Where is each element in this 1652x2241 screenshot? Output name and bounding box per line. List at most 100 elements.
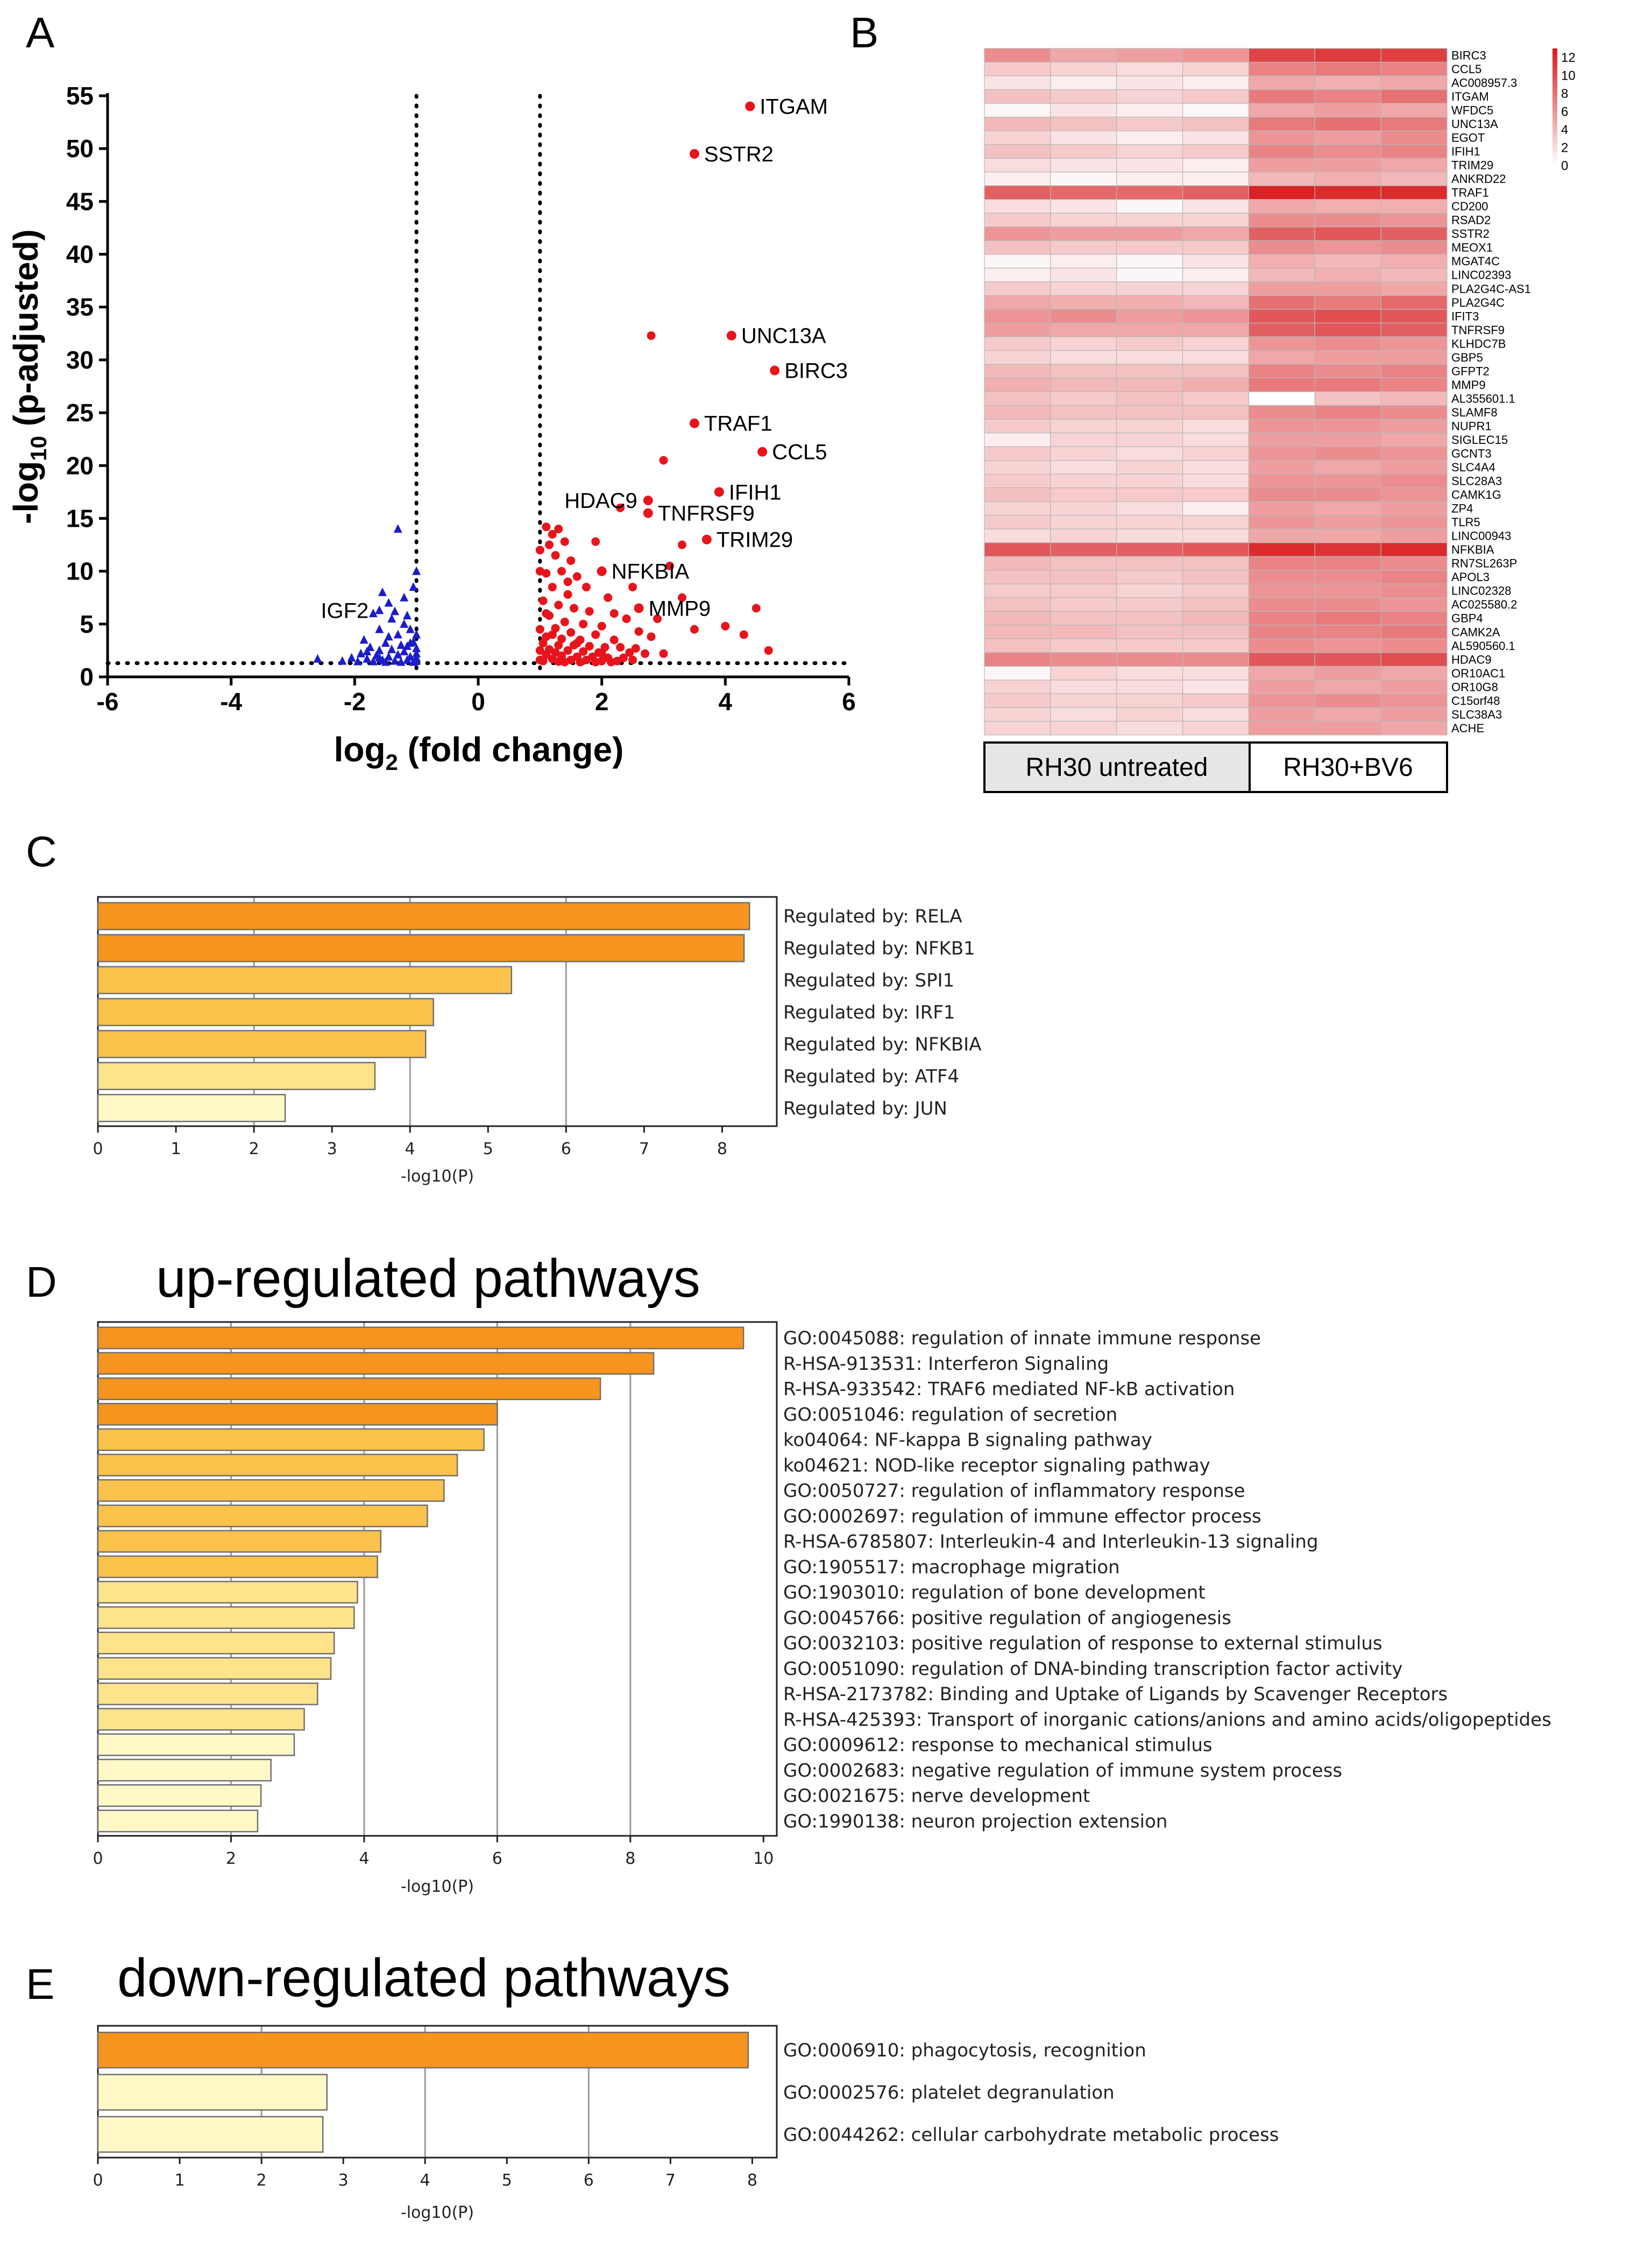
gene-label: ITGAM — [760, 95, 828, 119]
labeled-gene-point — [770, 365, 780, 376]
heatmap-cell — [984, 103, 1051, 118]
up-regulated-point — [604, 593, 613, 602]
heatmap-gene-label: CD200 — [1451, 200, 1488, 213]
heatmap-cell — [1182, 693, 1250, 708]
heatmap-cell — [1314, 117, 1381, 131]
bar-x-tick-label: 1 — [171, 1140, 181, 1158]
panel-label-e: E — [26, 1960, 54, 2008]
up-regulated-point — [690, 625, 699, 634]
up-regulated-point — [535, 567, 544, 576]
heatmap-cell — [1314, 432, 1381, 447]
up-regulated-point — [591, 630, 600, 639]
up-regulated-point — [609, 635, 619, 645]
heatmap-cell — [1182, 75, 1250, 90]
heatmap-cell — [1380, 720, 1448, 736]
heatmap-cell — [984, 172, 1051, 186]
heatmap-cell — [1314, 281, 1381, 296]
heatmap-cell — [1380, 707, 1448, 722]
bar — [97, 1657, 332, 1680]
heatmap-cell — [984, 680, 1051, 695]
bar — [97, 2074, 328, 2111]
up-regulated-point — [535, 646, 544, 655]
labeled-gene-point — [643, 508, 653, 518]
heatmap-cell — [1314, 130, 1381, 145]
heatmap-cell — [1050, 103, 1117, 118]
labeled-gene-point — [701, 534, 712, 545]
bar — [97, 934, 745, 963]
bar-x-axis-title: -log10(P) — [401, 1167, 474, 1186]
labeled-gene-point — [745, 101, 755, 111]
volcano-x-tick-label: 4 — [719, 688, 733, 716]
heatmap-cell — [1116, 542, 1183, 557]
down-regulated-point — [393, 524, 402, 533]
heatmap-gene-label: AL355601.1 — [1451, 392, 1515, 405]
heatmap-cell — [1248, 254, 1315, 268]
heatmap: BIRC3CCL5AC008957.3ITGAMWFDC5UNC13AEGOTI… — [983, 48, 1576, 793]
heatmap-cell — [1050, 199, 1117, 214]
heatmap-cell — [1050, 583, 1117, 598]
heatmap-cell — [1248, 240, 1315, 255]
heatmap-gene-label: AC025580.2 — [1451, 598, 1517, 611]
heatmap-cell — [1116, 377, 1183, 392]
heatmap-cell — [984, 295, 1051, 310]
heatmap-cell — [1314, 459, 1381, 475]
heatmap-gene-label: RSAD2 — [1451, 214, 1491, 227]
group-box-bv6 — [1249, 741, 1448, 793]
up-regulated-point — [560, 617, 569, 626]
heatmap-cell — [1314, 652, 1381, 667]
bar-x-tick-label: 8 — [717, 1140, 727, 1158]
volcano-y-tick-label: 0 — [80, 663, 94, 691]
up-regulated-point — [721, 621, 730, 631]
heatmap-cell — [1182, 597, 1250, 612]
heatmap-cell — [1380, 515, 1448, 529]
heatmap-cell — [1314, 487, 1381, 502]
heatmap-gene-label: SLC38A3 — [1451, 708, 1502, 721]
up-regulated-point — [576, 658, 585, 667]
down-regulated-point — [363, 654, 372, 663]
gene-label: NFKBIA — [612, 560, 690, 584]
heatmap-cell — [1116, 254, 1183, 268]
up-regulated-point — [659, 456, 668, 465]
heatmap-cell — [984, 377, 1051, 392]
heatmap-gene-label: IFIH1 — [1451, 145, 1480, 158]
bar-category-label: R-HSA-425393: Transport of inorganic cat… — [783, 1709, 1551, 1730]
heatmap-cell — [1380, 597, 1448, 612]
heatmap-gene-label: MGAT4C — [1451, 255, 1500, 268]
heatmap-gene-label: AL590560.1 — [1451, 639, 1515, 653]
heatmap-cell — [984, 419, 1051, 434]
heatmap-cell — [1248, 130, 1315, 145]
down-regulated-point — [387, 614, 396, 623]
heatmap-cell — [1116, 240, 1183, 255]
heatmap-cell — [1116, 720, 1183, 736]
up-regulated-point — [609, 609, 619, 618]
heatmap-cell — [1380, 625, 1448, 639]
up-regulated-point — [597, 649, 606, 658]
heatmap-cell — [1116, 281, 1183, 296]
heatmap-cell — [1116, 487, 1183, 502]
volcano-y-axis-title: -log10 (p-adjusted) — [6, 229, 51, 524]
heatmap-gene-label: OR10G8 — [1451, 680, 1498, 694]
heatmap-cell — [984, 185, 1051, 200]
heatmap-cell — [1380, 199, 1448, 214]
heatmap-cell — [1050, 693, 1117, 708]
heatmap-cell — [1116, 583, 1183, 598]
heatmap-cell — [1248, 720, 1315, 736]
heatmap-cell — [1248, 144, 1315, 159]
heatmap-cell — [1380, 680, 1448, 695]
heatmap-cell — [1314, 720, 1381, 736]
heatmap-gene-label: SIGLEC15 — [1451, 433, 1508, 447]
labeled-gene-point — [597, 566, 607, 576]
heatmap-cell — [1380, 281, 1448, 296]
up-regulated-point — [560, 658, 569, 667]
heatmap-gene-label: OR10AC1 — [1451, 667, 1505, 680]
heatmap-cell — [1116, 364, 1183, 379]
heatmap-cell — [1116, 103, 1183, 118]
heatmap-cell — [1380, 693, 1448, 708]
heatmap-cell — [1050, 350, 1117, 365]
bar-x-tick-label: 2 — [257, 2171, 267, 2190]
heatmap-cell — [1314, 48, 1381, 63]
heatmap-cell — [1116, 350, 1183, 365]
heatmap-cell — [1314, 405, 1381, 420]
bar-x-tick-label: 2 — [249, 1140, 259, 1158]
